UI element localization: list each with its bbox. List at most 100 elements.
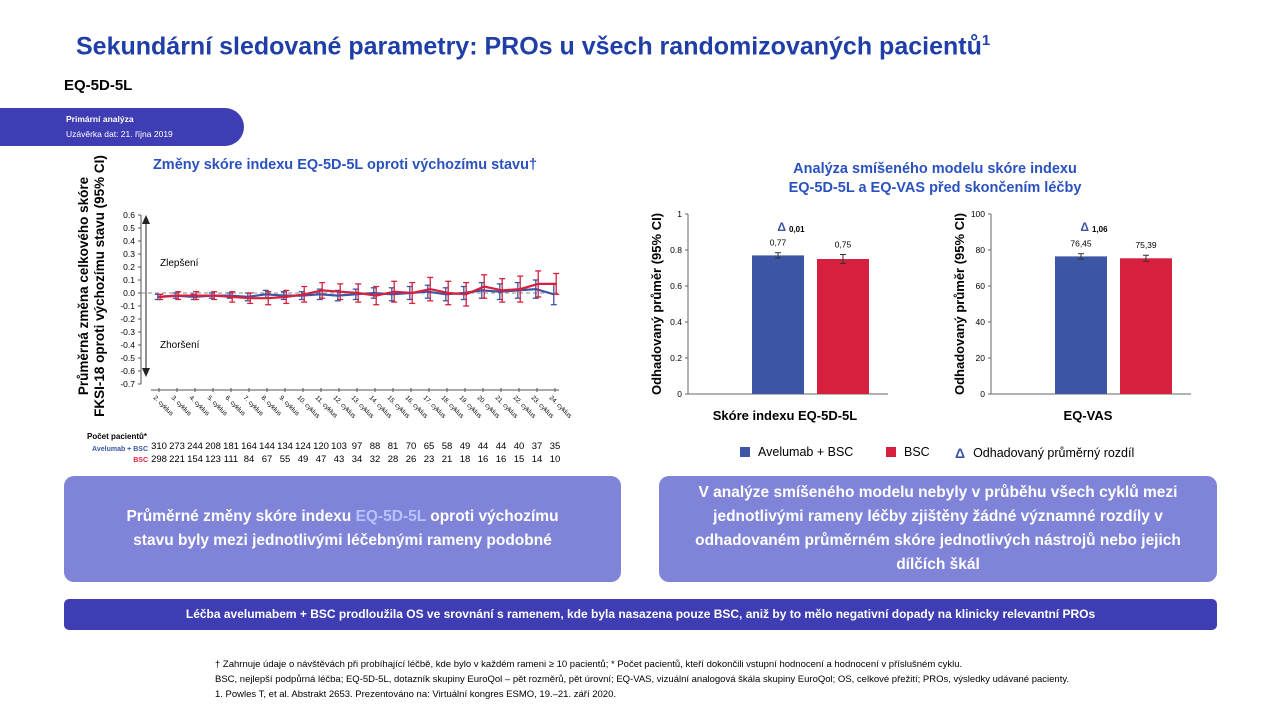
- y-tick-label: 100: [971, 209, 985, 219]
- y-tick-label: -0.2: [120, 314, 135, 324]
- count-bsc: 28: [388, 454, 399, 465]
- summary-box-right: V analýze smíšeného modelu nebyly v průb…: [659, 476, 1217, 582]
- count-bsc: 34: [352, 454, 363, 465]
- arrow-up-icon: [142, 215, 150, 224]
- count-bsc: 15: [514, 454, 525, 465]
- count-bsc: 23: [424, 454, 435, 465]
- delta-icon: Δ: [777, 220, 786, 234]
- count-avelumab: 35: [550, 441, 561, 452]
- legend-label-bsc: BSC: [904, 445, 930, 459]
- count-bsc: 123: [205, 454, 221, 465]
- right-panel-title: Analýza smíšeného modelu skóre indexu EQ…: [690, 160, 1180, 198]
- x-axis-label: EQ-VAS: [1064, 408, 1113, 423]
- right-title-line2: EQ-5D-5L a EQ-VAS před skončením léčby: [788, 180, 1082, 196]
- count-avelumab: 65: [424, 441, 435, 452]
- y-axis-label-line1: Průměrná změna celkového skóre: [76, 176, 91, 395]
- count-bsc: 10: [550, 454, 561, 465]
- y-tick-label: 0.4: [670, 317, 682, 327]
- section-subtitle: EQ-5D-5L: [64, 77, 133, 94]
- worsening-label: Zhoršení: [160, 340, 200, 351]
- y-tick-label: 0.8: [670, 245, 682, 255]
- line-chart: 0.6 0.5 0.4 0.3 0.2 0.1 0.0 -0.1 -0.2 -0.3 -0.4 -0.…: [76, 155, 574, 465]
- y-tick-label: -0.6: [120, 366, 135, 376]
- count-bsc: 21: [442, 454, 453, 465]
- legend-avelumab: Avelumab + BSC: [740, 445, 853, 459]
- count-bsc: 47: [316, 454, 327, 465]
- count-avelumab: 208: [205, 441, 221, 452]
- count-bsc: 221: [169, 454, 185, 465]
- y-tick-label: 20: [976, 353, 986, 363]
- count-bsc: 32: [370, 454, 381, 465]
- count-avelumab: 44: [478, 441, 489, 452]
- y-tick-label: 60: [976, 281, 986, 291]
- delta-value-label: 0,01: [789, 225, 805, 234]
- legend-bsc: BSC: [886, 445, 930, 459]
- value-label: 76,45: [1070, 239, 1092, 249]
- footnote-3: 1. Powles T, et al. Abstrakt 2653. Preze…: [215, 689, 616, 700]
- footnotes: † Zahrnuje údaje o návštěvách při probíh…: [215, 657, 1255, 702]
- y-tick-label: -0.7: [120, 379, 135, 389]
- y-tick-label: 0.0: [123, 288, 135, 298]
- legend-label-avelumab: Avelumab + BSC: [758, 445, 854, 459]
- x-axis-label: Skóre indexu EQ-5D-5L: [713, 408, 858, 423]
- count-avelumab: 88: [370, 441, 381, 452]
- count-bsc: 16: [478, 454, 489, 465]
- delta-icon: Δ: [955, 445, 966, 461]
- right-title-line1: Analýza smíšeného modelu skóre indexu: [793, 161, 1077, 177]
- arrow-down-icon: [142, 368, 150, 377]
- count-bsc: 14: [532, 454, 543, 465]
- counts-label-avelumab: Avelumab + BSC: [92, 446, 148, 453]
- footnote-1: † Zahrnuje údaje o návštěvách při probíh…: [215, 659, 963, 670]
- count-avelumab: 49: [460, 441, 471, 452]
- count-avelumab: 97: [352, 441, 363, 452]
- y-tick-label: 80: [976, 245, 986, 255]
- y-tick-label: 0: [980, 389, 985, 399]
- y-axis-label: Odhadovaný průměr (95% CI): [952, 213, 967, 395]
- improvement-label: Zlepšení: [160, 258, 199, 269]
- count-avelumab: 273: [169, 441, 185, 452]
- count-avelumab: 103: [331, 441, 347, 452]
- legend-diff: Δ Odhadovaný průměrný rozdíl: [955, 445, 1134, 461]
- page-title: Sekundární sledované parametry: PROs u v…: [76, 32, 991, 61]
- delta-icon: Δ: [1080, 220, 1089, 234]
- count-bsc: 26: [406, 454, 417, 465]
- y-tick-label: 0.5: [123, 223, 135, 233]
- bar-chart-eqvas: 100 80 60 40 20 0 Odhadovaný průměr (95% CI) EQ…: [952, 209, 1191, 423]
- series-line-bsc: [160, 282, 557, 300]
- y-tick-label: 0: [677, 389, 682, 399]
- y-axis-label: Odhadovaný průměr (95% CI): [649, 213, 664, 395]
- counts-title: Počet pacientů*: [87, 432, 148, 441]
- y-tick-label: 0.6: [123, 210, 135, 220]
- counts-label-bsc: BSC: [133, 457, 148, 464]
- y-tick-label: 1: [677, 209, 682, 219]
- count-bsc: 298: [151, 454, 167, 465]
- count-avelumab: 81: [388, 441, 399, 452]
- bar-chart-eq5d: 1 0.8 0.6 0.4 0.2 0 Odhadovaný průměr (95% CI)…: [649, 209, 888, 423]
- footnote-2: BSC, nejlepší podpůrná léčba; EQ-5D-5L, …: [215, 674, 1070, 685]
- count-avelumab: 120: [313, 441, 329, 452]
- delta-value-label: 1,06: [1092, 225, 1108, 234]
- count-bsc: 84: [244, 454, 255, 465]
- y-tick-label: 0.3: [123, 249, 135, 259]
- y-tick-label: 0.6: [670, 281, 682, 291]
- count-bsc: 67: [262, 454, 273, 465]
- y-axis-label-line2: FKSI-18 oproti výchozímu stavu (95% CI): [92, 155, 107, 417]
- pill-line2: Uzávěrka dat: 21. října 2019: [66, 129, 173, 139]
- count-bsc: 16: [496, 454, 507, 465]
- y-tick-label: -0.1: [120, 301, 135, 311]
- count-avelumab: 124: [295, 441, 311, 452]
- y-tick-label: -0.5: [120, 353, 135, 363]
- count-bsc: 49: [298, 454, 309, 465]
- left-chart-title: Změny skóre indexu EQ-5D-5L oproti výcho…: [152, 157, 538, 173]
- legend-swatch-bsc: [886, 447, 896, 457]
- y-tick-label: 0.2: [670, 353, 682, 363]
- bar-avelumab: [1055, 256, 1107, 394]
- y-tick-label: 40: [976, 317, 986, 327]
- value-label: 75,39: [1135, 240, 1157, 250]
- count-avelumab: 37: [532, 441, 543, 452]
- count-avelumab: 244: [187, 441, 203, 452]
- bar-bsc: [817, 259, 869, 394]
- y-tick-label: 0.2: [123, 262, 135, 272]
- y-tick-label: -0.4: [120, 340, 135, 350]
- legend-label-diff: Odhadovaný průměrný rozdíl: [973, 446, 1135, 460]
